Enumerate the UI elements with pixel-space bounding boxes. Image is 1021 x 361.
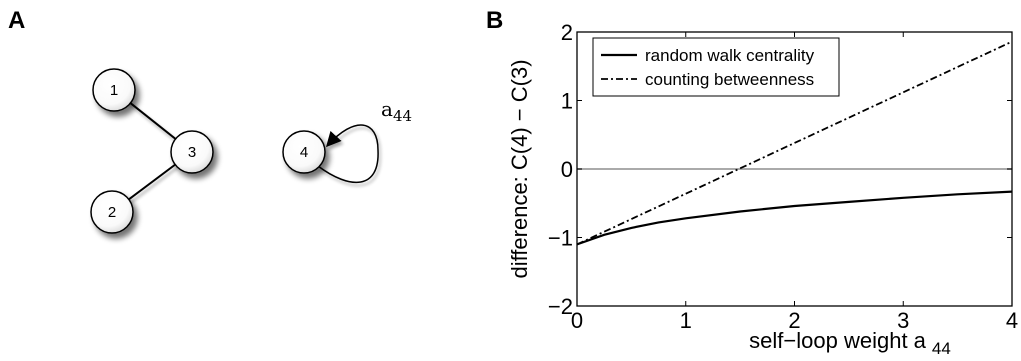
- node-1-label: 1: [110, 82, 118, 99]
- x-axis-label-sub: 44: [932, 339, 951, 358]
- node-4-label: 4: [300, 144, 308, 161]
- x-tick-label: 0: [571, 308, 583, 333]
- panel-b-letter: B: [486, 7, 503, 34]
- legend-box: [592, 37, 840, 97]
- plot-frame: [576, 31, 1013, 307]
- node-4: 4: [282, 130, 326, 174]
- series-line-1: [576, 190, 1013, 246]
- legend-label-2: counting betweenness: [645, 70, 814, 89]
- x-tick-label: 4: [1006, 308, 1018, 333]
- node-3: 3: [170, 130, 214, 174]
- x-tick-label: 3: [897, 308, 909, 333]
- y-tick-label: 0: [561, 157, 573, 182]
- network-diagram: 1 2 3 4 a44: [90, 68, 412, 234]
- panel-a-letter: A: [8, 7, 25, 34]
- x-axis-label-main: self−loop weight a: [749, 328, 926, 353]
- x-tick-label: 1: [680, 308, 692, 333]
- x-axis-label: self−loop weight a 44: [749, 328, 951, 358]
- node-3-label: 3: [188, 144, 196, 161]
- y-tick-label: 1: [561, 89, 573, 114]
- x-tick-label: 2: [788, 308, 800, 333]
- node-2-label: 2: [108, 204, 116, 221]
- self-loop-arrow: [317, 124, 379, 184]
- line-chart: 0 1 2 3 4 −2 −1 0 1 2 random walk centrality counti…: [507, 20, 1018, 358]
- node-2: 2: [90, 190, 134, 234]
- y-axis-label: difference: C(4) − C(3): [507, 59, 532, 278]
- legend-label-1: random walk centrality: [645, 46, 815, 65]
- series-line-2: [576, 40, 1013, 246]
- y-tick-label: −2: [548, 294, 573, 319]
- y-tick-label: −1: [548, 226, 573, 251]
- self-loop-label: a44: [381, 97, 412, 125]
- node-1: 1: [92, 68, 136, 112]
- y-tick-label: 2: [561, 20, 573, 45]
